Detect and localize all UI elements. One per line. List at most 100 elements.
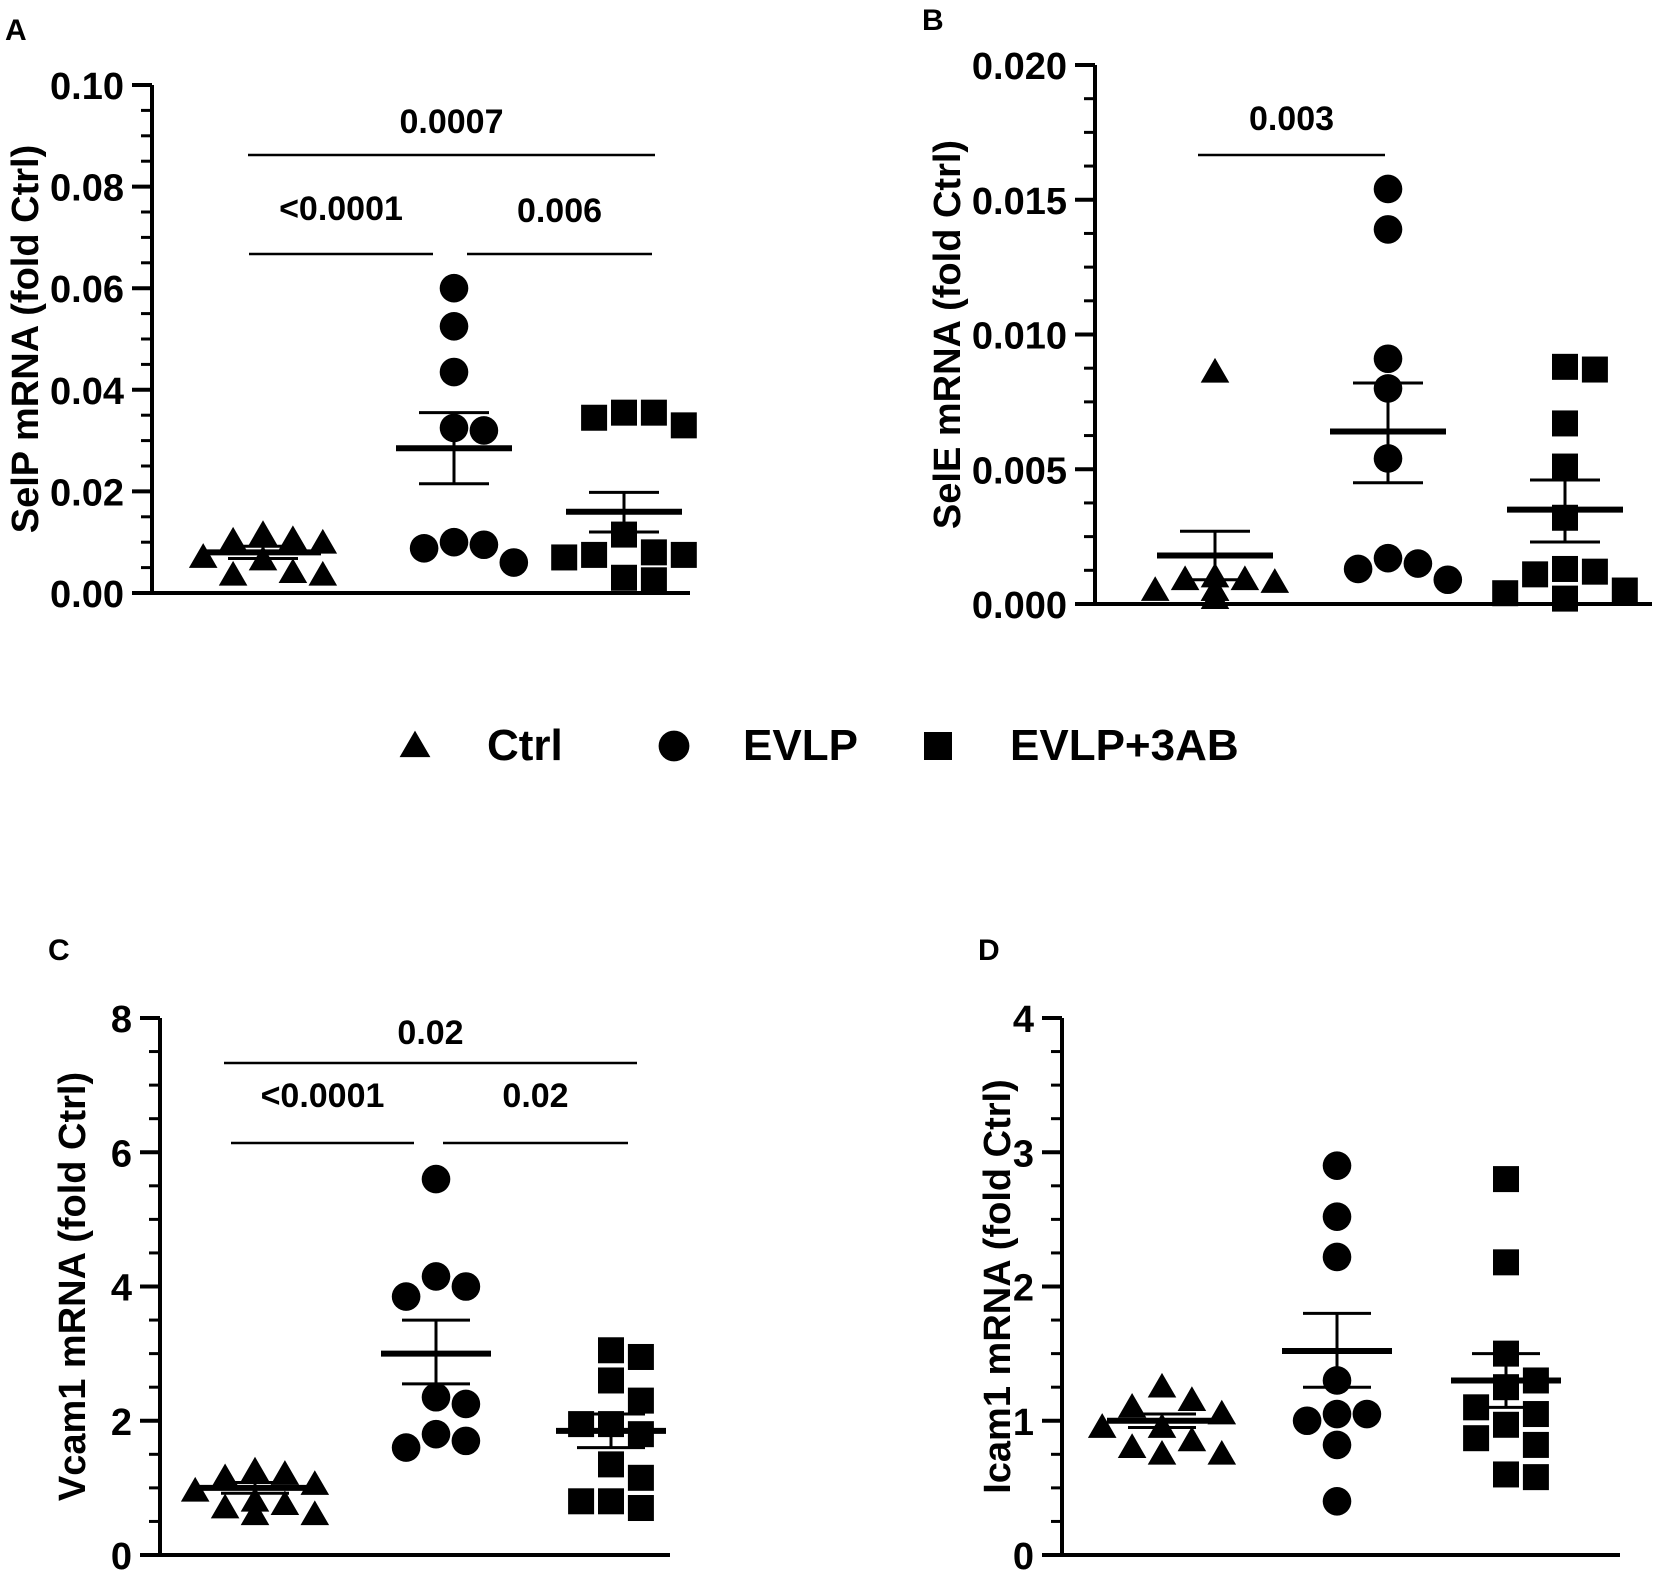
data-point bbox=[278, 525, 308, 551]
data-point bbox=[499, 548, 529, 577]
data-point bbox=[391, 1282, 421, 1311]
y-axis-label: Vcam1 mRNA (fold Ctrl) bbox=[52, 1072, 94, 1501]
data-point bbox=[1522, 1401, 1549, 1428]
p-value-label: <0.0001 bbox=[261, 1077, 385, 1115]
y-tick-label: 0.005 bbox=[972, 450, 1067, 492]
group-evlp bbox=[1282, 1151, 1392, 1516]
data-point bbox=[598, 1367, 624, 1394]
legend-marker-circle bbox=[658, 730, 690, 762]
data-point bbox=[670, 541, 697, 568]
y-tick-label: 6 bbox=[111, 1133, 132, 1175]
data-point bbox=[409, 533, 439, 563]
data-point bbox=[439, 357, 469, 387]
data-point bbox=[439, 527, 469, 557]
y-tick-label: 0.000 bbox=[972, 585, 1067, 627]
data-point bbox=[1177, 1426, 1207, 1452]
y-tick-label: 0.00 bbox=[50, 574, 124, 616]
group-evlp bbox=[1330, 174, 1463, 595]
data-point bbox=[1552, 555, 1578, 582]
y-tick-label: 0.08 bbox=[50, 168, 124, 210]
data-point bbox=[1322, 1151, 1352, 1180]
data-point bbox=[308, 560, 338, 586]
data-point bbox=[627, 1343, 654, 1370]
group-ctrl bbox=[188, 520, 338, 586]
data-point bbox=[469, 416, 499, 445]
y-tick-label: 4 bbox=[111, 1268, 132, 1310]
data-point bbox=[1552, 410, 1578, 437]
group-ctrl bbox=[180, 1456, 330, 1526]
p-value-label: 0.003 bbox=[1249, 100, 1334, 138]
data-point bbox=[451, 1389, 481, 1419]
data-point bbox=[1177, 1386, 1207, 1411]
data-point bbox=[218, 526, 248, 552]
data-point bbox=[421, 1262, 451, 1291]
data-point bbox=[218, 560, 248, 586]
y-tick-label: 0.04 bbox=[50, 371, 124, 413]
data-point bbox=[670, 412, 697, 439]
data-point bbox=[1522, 1431, 1549, 1458]
group-ctrl bbox=[1140, 357, 1290, 609]
data-point bbox=[300, 1500, 330, 1526]
data-point bbox=[581, 541, 608, 568]
legend-label: Ctrl bbox=[487, 721, 563, 770]
data-point bbox=[1522, 1464, 1549, 1491]
data-point bbox=[1522, 561, 1549, 588]
data-point bbox=[1170, 565, 1200, 591]
data-point bbox=[180, 1476, 210, 1502]
data-point bbox=[439, 312, 469, 341]
y-tick-label: 4 bbox=[1013, 999, 1034, 1041]
data-point bbox=[627, 1495, 654, 1522]
data-point bbox=[1463, 1425, 1490, 1452]
data-point bbox=[1147, 1372, 1177, 1398]
group-evlp-3ab bbox=[1492, 353, 1638, 612]
p-value-label: 0.0007 bbox=[400, 103, 504, 141]
data-point bbox=[1207, 1439, 1237, 1465]
data-point bbox=[1087, 1413, 1117, 1438]
data-point bbox=[1292, 1406, 1322, 1436]
data-point bbox=[240, 1500, 270, 1526]
data-point bbox=[439, 273, 469, 303]
data-point bbox=[568, 1488, 595, 1515]
y-tick-label: 0.06 bbox=[50, 269, 124, 311]
group-evlp bbox=[381, 1164, 491, 1462]
p-value-label: <0.0001 bbox=[279, 190, 403, 228]
data-point bbox=[1493, 1411, 1519, 1438]
data-point bbox=[1373, 543, 1403, 573]
data-point bbox=[421, 1164, 451, 1194]
y-tick-label: 2 bbox=[111, 1402, 132, 1444]
data-point bbox=[627, 1421, 654, 1448]
data-point bbox=[240, 1456, 270, 1482]
data-point bbox=[1322, 1242, 1352, 1272]
panel-letter: A bbox=[5, 14, 27, 47]
data-point bbox=[1147, 1439, 1177, 1465]
data-point bbox=[210, 1493, 240, 1519]
y-tick-label: 0 bbox=[1013, 1536, 1034, 1571]
y-tick-label: 2 bbox=[1013, 1268, 1034, 1310]
data-point bbox=[188, 543, 218, 568]
data-point bbox=[640, 539, 667, 566]
data-point bbox=[1581, 356, 1608, 383]
data-point bbox=[421, 1382, 451, 1412]
data-point bbox=[1322, 1487, 1352, 1516]
data-point bbox=[1230, 565, 1260, 591]
data-point bbox=[1373, 174, 1403, 204]
panel-c: C 0 2 4 6 8 Vcam1 mRNA (fold Ctrl) 0.02 <0.0001 0… bbox=[48, 934, 670, 1571]
data-point bbox=[451, 1426, 481, 1456]
data-point bbox=[1552, 585, 1578, 612]
group-evlp-3ab bbox=[1451, 1166, 1561, 1491]
data-point bbox=[1200, 584, 1230, 609]
y-axis-label: SelE mRNA (fold Ctrl) bbox=[927, 140, 969, 529]
legend-marker-square bbox=[924, 732, 952, 760]
group-evlp-3ab bbox=[551, 399, 697, 594]
data-point bbox=[210, 1463, 240, 1489]
y-tick-label: 0.010 bbox=[972, 316, 1067, 358]
data-point bbox=[1322, 1202, 1352, 1231]
data-point bbox=[1117, 1433, 1147, 1458]
data-point bbox=[1322, 1399, 1352, 1429]
panel-letter: C bbox=[48, 934, 70, 967]
data-point bbox=[1322, 1430, 1352, 1460]
group-evlp-3ab bbox=[556, 1337, 666, 1522]
data-point bbox=[551, 544, 578, 571]
data-point bbox=[1140, 576, 1170, 601]
